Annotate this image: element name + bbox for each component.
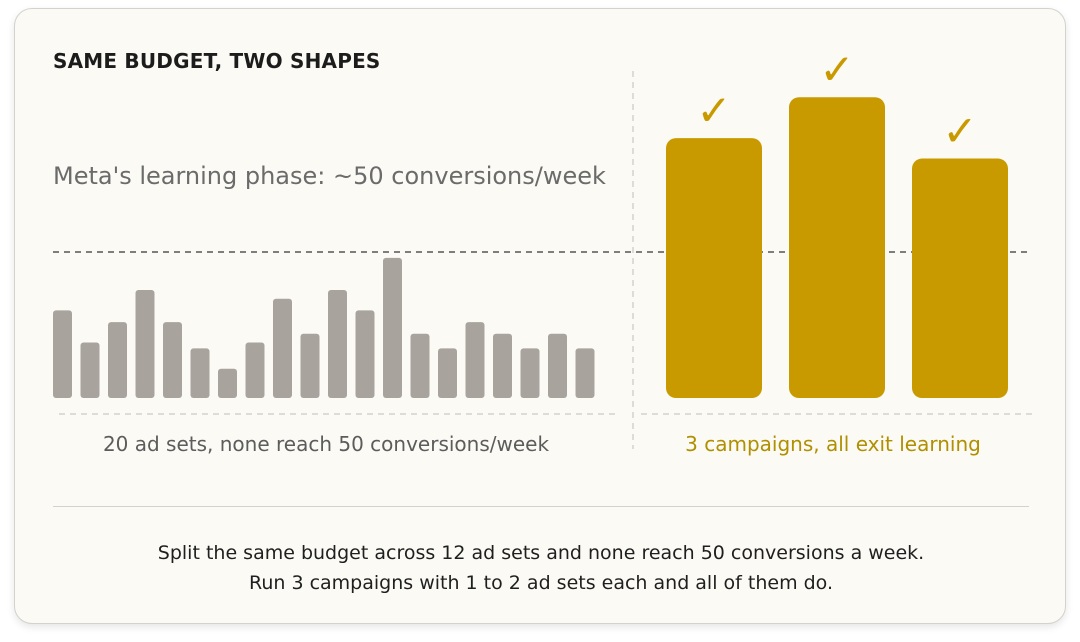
- summary-text: Split the same budget across 12 ad sets …: [53, 538, 1029, 598]
- ad-set-bar: [245, 342, 265, 398]
- ad-set-bar: [273, 298, 292, 398]
- ad-set-bar: [135, 289, 155, 398]
- section-divider: [53, 506, 1029, 507]
- ad-set-bar: [548, 333, 567, 398]
- chart-title: SAME BUDGET, TWO SHAPES: [53, 49, 381, 73]
- ad-set-bar: [328, 289, 347, 398]
- ad-set-bar: [465, 322, 485, 398]
- checkmark-icon: ✓: [696, 86, 731, 135]
- checkmark-icon: ✓: [819, 45, 854, 94]
- ad-set-bar: [190, 348, 210, 398]
- ad-set-bar: [520, 348, 540, 398]
- summary-line-1: Split the same budget across 12 ad sets …: [157, 542, 925, 564]
- ad-set-bar: [410, 333, 430, 398]
- checkmark-icon: ✓: [942, 107, 977, 156]
- ad-set-bar: [493, 333, 512, 398]
- campaigns-caption: 3 campaigns, all exit learning: [685, 432, 981, 456]
- ad-sets-caption: 20 ad sets, none reach 50 conversions/we…: [102, 432, 550, 456]
- ad-set-bar: [300, 333, 320, 398]
- ad-set-bar: [80, 342, 100, 398]
- ad-set-bar: [218, 368, 237, 398]
- comparison-chart: ✓ ✓ ✓: [53, 45, 1037, 449]
- summary-line-2: Run 3 campaigns with 1 to 2 ad sets each…: [248, 572, 834, 594]
- campaign-bar: [912, 158, 1008, 398]
- ad-set-bar: [438, 348, 457, 398]
- threshold-label: Meta's learning phase: ~50 conversions/w…: [53, 162, 606, 190]
- ad-set-bar: [108, 322, 127, 398]
- ad-set-bar: [163, 322, 182, 398]
- campaign-bar: [789, 97, 885, 399]
- ad-set-bar: [383, 257, 402, 398]
- ad-set-bar: [575, 348, 595, 398]
- ad-set-bar: [355, 310, 375, 398]
- campaign-bar: [666, 138, 762, 398]
- ad-set-bar: [53, 310, 72, 398]
- chart-card: ✓ ✓ ✓ SAME BUDGET, TWO SHAPES Meta's learn…: [14, 8, 1066, 624]
